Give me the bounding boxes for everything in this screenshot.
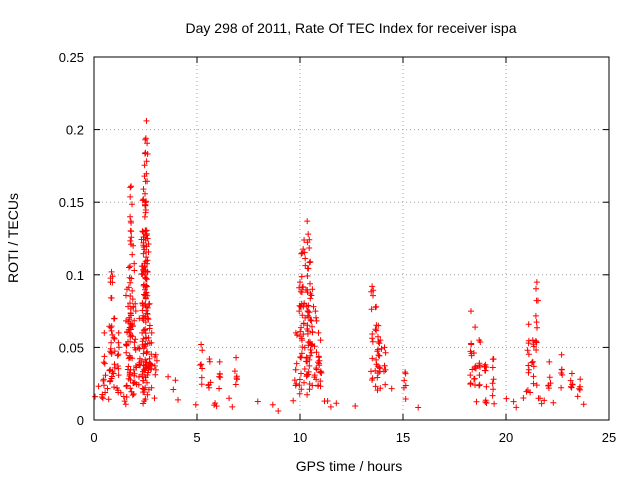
x-axis-ticks: 0 5 10 15 20 25 [90, 57, 616, 445]
x-tick-label: 20 [499, 430, 513, 445]
x-tick-label: 25 [602, 430, 616, 445]
x-tick-label: 10 [293, 430, 307, 445]
y-tick-label: 0 [77, 413, 84, 428]
x-tick-label: 15 [396, 430, 410, 445]
data-points [92, 117, 587, 414]
plot-frame [93, 56, 610, 421]
roti-point-markers [92, 117, 587, 414]
y-tick-label: 0.05 [59, 340, 84, 355]
y-tick-label: 0.1 [66, 268, 84, 283]
x-tick-label: 5 [193, 430, 200, 445]
y-tick-label: 0.2 [66, 123, 84, 138]
chart-title: Day 298 of 2011, Rate Of TEC Index for r… [186, 20, 517, 36]
y-axis-label: ROTI / TECUs [5, 193, 21, 283]
y-tick-label: 0.25 [59, 50, 84, 65]
x-axis-label: GPS time / hours [296, 458, 403, 474]
grid-lines [94, 57, 609, 420]
y-axis-ticks: 0 0.05 0.1 0.15 0.2 0.25 [59, 50, 609, 428]
x-tick-label: 0 [90, 430, 97, 445]
y-tick-label: 0.15 [59, 195, 84, 210]
